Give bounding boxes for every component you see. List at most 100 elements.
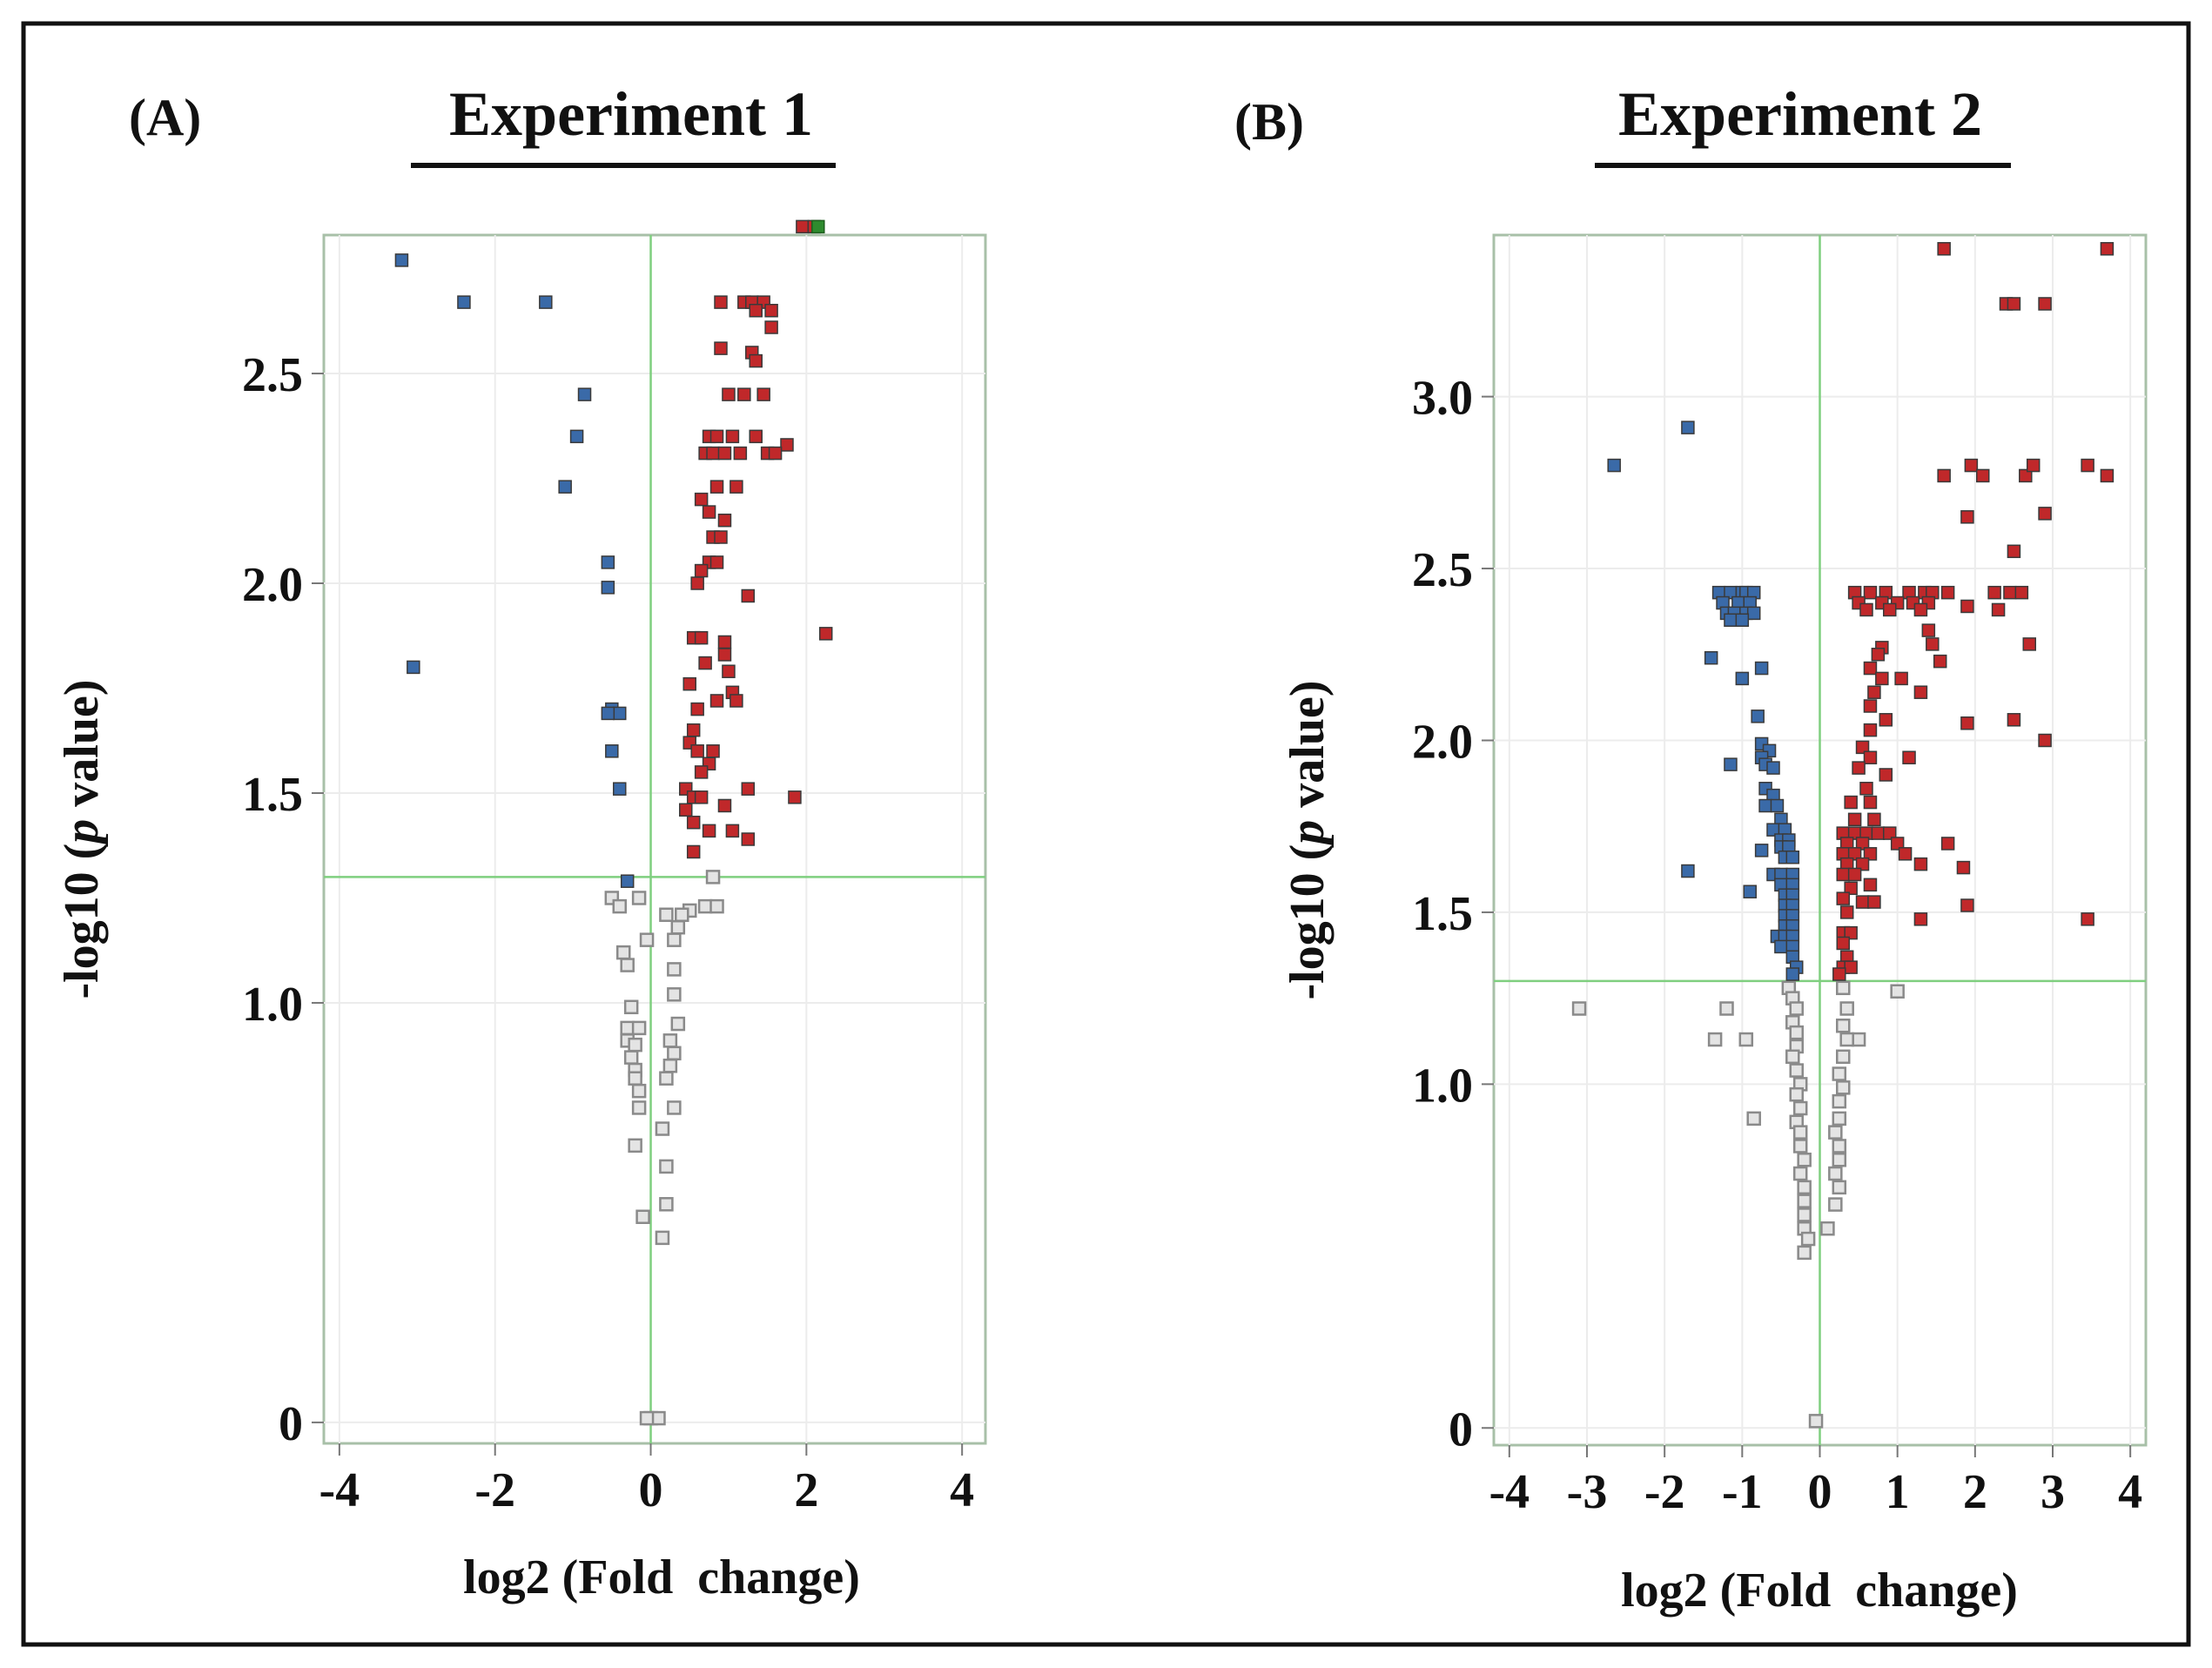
data-point-up <box>788 790 802 804</box>
data-point-up <box>706 744 720 758</box>
data-point-up <box>1844 881 1858 896</box>
data-point-up <box>749 353 763 368</box>
data-point-up <box>2026 458 2041 473</box>
x-tick-label: 2 <box>1963 1465 1987 1519</box>
data-point-up <box>1863 795 1878 810</box>
data-point-ns <box>1792 1125 1808 1140</box>
data-point-up <box>1926 637 1940 651</box>
data-point-ns <box>1828 1125 1843 1140</box>
data-point-up <box>2019 468 2033 483</box>
data-point-up <box>2007 544 2021 559</box>
data-point-up <box>1871 826 1886 840</box>
data-point-up <box>2014 585 2029 600</box>
y-tick-label: 3.0 <box>1412 372 1473 426</box>
x-tick-label: 1 <box>1886 1465 1910 1519</box>
data-point-up <box>1976 468 1990 483</box>
data-point-up <box>1847 847 1862 861</box>
data-point-up <box>709 429 724 444</box>
y-tick-label: 1.0 <box>242 978 303 1032</box>
data-point-up <box>1937 468 1951 483</box>
data-point-down <box>577 387 592 401</box>
data-point-up <box>722 387 736 401</box>
data-point-up <box>780 438 794 452</box>
data-point-up <box>1991 602 2006 617</box>
data-point-ns <box>670 919 686 935</box>
data-point-down <box>601 581 615 595</box>
data-point-up <box>764 304 778 318</box>
data-point-ns <box>1808 1414 1824 1429</box>
data-point-ns <box>662 1059 678 1073</box>
data-point-ns <box>1792 1166 1808 1181</box>
data-point-down <box>1681 864 1695 878</box>
data-point-ns <box>659 1197 674 1212</box>
data-point-up <box>702 505 716 519</box>
data-point-up <box>702 824 716 838</box>
data-point-up <box>733 446 748 461</box>
data-point-down <box>1746 606 1761 621</box>
data-point-up <box>1863 878 1878 892</box>
data-point-ns <box>623 999 639 1015</box>
data-point-ns <box>667 932 682 947</box>
y-tick-label: 0 <box>279 1397 303 1451</box>
y-tick-label: 1.5 <box>1412 887 1473 941</box>
data-point-ns <box>1785 1049 1800 1065</box>
data-point-down <box>1774 939 1788 954</box>
data-point-ns <box>659 907 674 922</box>
data-point-up <box>1867 685 1881 699</box>
data-point-ns <box>1746 1111 1761 1127</box>
x-axis-label: log2 (Fold change) <box>463 1550 860 1604</box>
data-point-up <box>706 446 720 461</box>
data-point-ns <box>667 987 682 1002</box>
panel-a-letter: (A) <box>129 89 201 146</box>
data-point-up <box>2081 458 2094 473</box>
data-point-ns <box>667 1100 682 1115</box>
y-tick-label: 2.0 <box>242 558 303 612</box>
data-point-up <box>686 723 701 737</box>
data-point-up <box>717 446 732 461</box>
data-point-up <box>709 694 724 708</box>
data-point-up <box>1836 891 1850 905</box>
data-point-up <box>2100 242 2115 256</box>
data-point-ns <box>635 1209 650 1224</box>
data-point-ns <box>1836 1018 1851 1033</box>
data-point-up <box>2007 713 2021 727</box>
data-point-down <box>601 706 615 721</box>
data-point-ns <box>1832 1139 1847 1153</box>
data-point-ns <box>620 1020 635 1036</box>
data-point-up <box>741 782 756 796</box>
data-point-up <box>1913 685 1928 699</box>
data-point-ns <box>1839 1032 1854 1047</box>
data-point-down <box>558 480 572 494</box>
data-point-ns <box>1839 1001 1854 1016</box>
x-tick-label: -4 <box>319 1463 360 1517</box>
data-point-ns <box>1738 1032 1754 1047</box>
data-point-ns <box>655 1121 670 1136</box>
data-point-up <box>1863 585 1878 600</box>
data-point-down <box>394 253 409 267</box>
data-point-ns <box>1820 1221 1835 1236</box>
y-tick-label: 2.0 <box>1412 715 1473 769</box>
data-point-up <box>1836 936 1850 951</box>
data-point-up <box>1937 242 1951 256</box>
data-point-up <box>796 219 810 234</box>
data-point-ns <box>1792 1139 1808 1153</box>
data-point-down <box>569 429 584 444</box>
data-point-up <box>1839 905 1854 919</box>
data-point-up <box>1859 782 1873 796</box>
data-point-up <box>1879 768 1893 782</box>
data-point-ns <box>1797 1152 1812 1167</box>
data-point-ns <box>1851 1032 1866 1047</box>
data-point-down <box>407 660 420 675</box>
data-point-up <box>1863 661 1878 676</box>
data-point-up <box>1883 602 1897 617</box>
data-point-up <box>749 304 763 318</box>
data-point-up <box>1871 648 1886 662</box>
data-point-ns <box>667 962 682 977</box>
x-tick-label: 3 <box>2041 1465 2065 1519</box>
data-point-down <box>605 744 619 758</box>
data-point-up <box>1960 599 1974 614</box>
data-point-down <box>1681 420 1695 434</box>
data-point-ns <box>1789 1025 1804 1040</box>
data-point-down <box>1785 850 1800 864</box>
